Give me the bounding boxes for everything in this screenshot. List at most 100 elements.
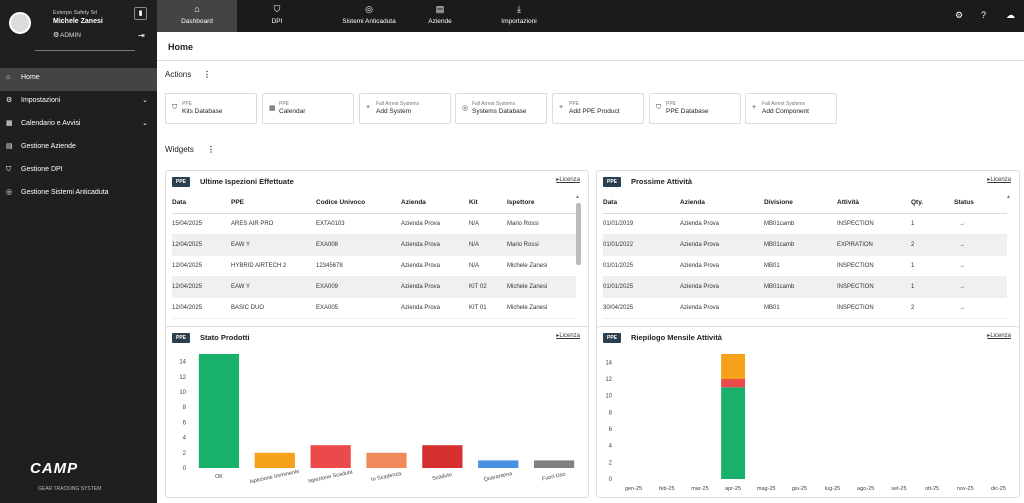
table-row[interactable]: 30/04/2025 Azienda Prova MB01 INSPECTION 2 →	[603, 297, 1007, 319]
document-icon: ▤	[435, 4, 445, 14]
bar	[254, 452, 295, 468]
stato-prodotti-chart: 0 2 4 6 8 10 12 14 OK Ispezione Imminente Ispezion…	[179, 354, 575, 485]
avatar[interactable]	[9, 12, 31, 34]
table-row[interactable]: 01/01/2022 Azienda Prova MB01camb EXPIRATIO…	[603, 234, 1007, 256]
tab-dashboard[interactable]: ⌂ Dashboard	[157, 0, 237, 32]
action-calendar[interactable]: ▦ PPE Calendar	[262, 93, 354, 124]
x-tick-label: nov-25	[957, 486, 974, 492]
column-header[interactable]: Qty.	[911, 193, 954, 214]
actions-menu-icon[interactable]: ⋮	[203, 70, 211, 79]
table-row[interactable]: 12/04/2025 EAW Y EXA009 Azienda Prova KIT 02…	[172, 276, 576, 298]
table-row[interactable]: 12/04/2025 HYBRID AIRTECH 2 12345678 Aziend…	[172, 255, 576, 277]
scrollbar[interactable]: ▲ ▼	[575, 194, 581, 343]
cell: 01/01/2019	[603, 213, 680, 235]
tab-sistemi-anticaduta[interactable]: ◎ Sistemi Anticaduta	[319, 0, 419, 32]
plus-icon: +	[752, 104, 757, 111]
tab-aziende[interactable]: ▤ Aziende	[400, 0, 480, 32]
y-tick-label: 14	[179, 360, 186, 366]
x-tick-label: In Scadenza	[371, 471, 403, 483]
cell: EXA005	[316, 297, 401, 319]
sidebar-item-calendario[interactable]: ▦ Calendario e Avvisi ⌄	[0, 114, 157, 137]
calendar-icon: ▦	[269, 105, 276, 112]
column-header[interactable]: Data	[172, 193, 231, 214]
cell: KIT 01	[469, 297, 507, 319]
action-add-ppe-product[interactable]: + PPE Add PPE Product	[552, 93, 644, 124]
help-icon[interactable]: ?	[981, 10, 987, 20]
column-header[interactable]: Status	[954, 193, 1007, 214]
status-arrow-icon[interactable]: →	[954, 255, 1007, 277]
cell: 12/04/2025	[172, 276, 231, 298]
cell: 12/04/2025	[172, 234, 231, 256]
cell: Azienda Prova	[401, 297, 469, 319]
action-systems-database[interactable]: ◎ Fall Arrest Systems Systems Database	[455, 93, 547, 124]
widgets-menu-icon[interactable]: ⋮	[207, 145, 215, 154]
table-row[interactable]: 12/04/2025 BASIC DUO EXA005 Azienda Prova KI…	[172, 297, 576, 319]
tab-label: Sistemi Anticaduta	[342, 18, 396, 25]
cell: Azienda Prova	[401, 255, 469, 277]
tab-importazioni[interactable]: ⤓ Importazioni	[479, 0, 559, 32]
x-tick-label: lug-25	[825, 486, 840, 492]
licenza-link[interactable]: ▸Licenza	[556, 177, 580, 183]
column-header[interactable]: Ispettore	[507, 193, 576, 214]
chevron-down-icon: ⌄	[142, 120, 148, 127]
settings-icon[interactable]: ⚙	[955, 10, 964, 20]
table-row[interactable]: 01/01/2025 Azienda Prova MB01 INSPECTION 1 →	[603, 255, 1007, 277]
status-arrow-icon[interactable]: →	[954, 297, 1007, 319]
shield-icon: ⛉	[172, 104, 178, 111]
action-add-system[interactable]: + Fall Arrest Systems Add System	[359, 93, 451, 124]
table-row[interactable]: 01/01/2019 Azienda Prova MB01camb INSPECTIO…	[603, 213, 1007, 235]
table-row[interactable]: 15/04/2025 ARES AIR PRO EXTA0103 Azienda Pr…	[172, 213, 576, 235]
column-header[interactable]: Divisione	[764, 193, 837, 214]
column-header[interactable]: Data	[603, 193, 680, 214]
licenza-link[interactable]: ▸Licenza	[987, 177, 1011, 183]
licenza-link[interactable]: ▸Licenza	[556, 333, 580, 339]
cell: EXTA0103	[316, 213, 401, 235]
ppe-badge: PPE	[172, 333, 190, 343]
scroll-thumb[interactable]	[576, 203, 581, 265]
scroll-up-icon[interactable]: ▲	[1006, 194, 1011, 200]
status-arrow-icon[interactable]: →	[954, 234, 1007, 256]
licenza-link[interactable]: ▸Licenza	[987, 333, 1011, 339]
logout-icon[interactable]: ⇥	[138, 31, 145, 40]
sidebar-item-dpi[interactable]: ⛉ Gestione DPI	[0, 160, 157, 183]
sidebar-item-sistemi[interactable]: ◎ Gestione Sistemi Anticaduta	[0, 183, 157, 206]
action-label: Calendar	[279, 108, 306, 115]
column-header[interactable]: PPE	[231, 193, 316, 214]
column-header[interactable]: Attività	[837, 193, 911, 214]
action-kits-database[interactable]: ⛉ PPE Kits Database	[165, 93, 257, 124]
x-tick-label: feb-25	[659, 486, 675, 492]
widget-ultime-ispezioni: PPE Ultime Ispezioni Effettuate ▸Licenza…	[165, 170, 589, 349]
scroll-up-icon[interactable]: ▲	[575, 194, 580, 200]
scrollbar[interactable]: ▲ ▼	[1006, 194, 1012, 343]
tab-label: Aziende	[428, 18, 452, 25]
sidebar-item-label: Impostazioni	[21, 97, 61, 104]
logo-tagline: GEAR TRACKING SYSTEM	[38, 486, 102, 492]
table-row[interactable]: 01/01/2025 Azienda Prova MB01camb INSPECTIO…	[603, 276, 1007, 298]
status-arrow-icon[interactable]: →	[954, 276, 1007, 298]
sidebar-item-aziende[interactable]: ▤ Gestione Aziende	[0, 137, 157, 160]
action-ppe-database[interactable]: ⛉ PPE PPE Database	[649, 93, 741, 124]
user-name: Michele Zanesi	[53, 18, 103, 25]
x-tick-label: Fuori Uso	[542, 472, 567, 483]
cell: N/A	[469, 213, 507, 235]
y-tick-label: 2	[609, 460, 613, 466]
sidebar-item-impostazioni[interactable]: ⚙ Impostazioni ⌄	[0, 91, 157, 114]
cell: Michele Zanesi	[507, 276, 576, 298]
column-header[interactable]: Kit	[469, 193, 507, 214]
x-tick-label: dic-25	[991, 486, 1006, 492]
ppe-badge: PPE	[172, 177, 190, 187]
sidebar-item-home[interactable]: ⌂ Home	[0, 68, 157, 91]
tab-label: DPI	[271, 18, 283, 25]
table-row[interactable]: 12/04/2025 EAW Y EXA008 Azienda Prova N/A Mar…	[172, 234, 576, 256]
bar	[310, 445, 351, 468]
chat-icon[interactable]: ☁	[1006, 10, 1015, 20]
column-header[interactable]: Azienda	[680, 193, 764, 214]
column-header[interactable]: Codice Univoco	[316, 193, 401, 214]
x-tick-label: set-25	[891, 486, 906, 492]
tab-dpi[interactable]: ⛉ DPI	[237, 0, 317, 32]
action-add-component[interactable]: + Fall Arrest Systems Add Component	[745, 93, 837, 124]
lock-button[interactable]: ▮	[134, 7, 147, 20]
action-category: Fall Arrest Systems	[376, 101, 420, 107]
column-header[interactable]: Azienda	[401, 193, 469, 214]
status-arrow-icon[interactable]: →	[954, 213, 1007, 235]
